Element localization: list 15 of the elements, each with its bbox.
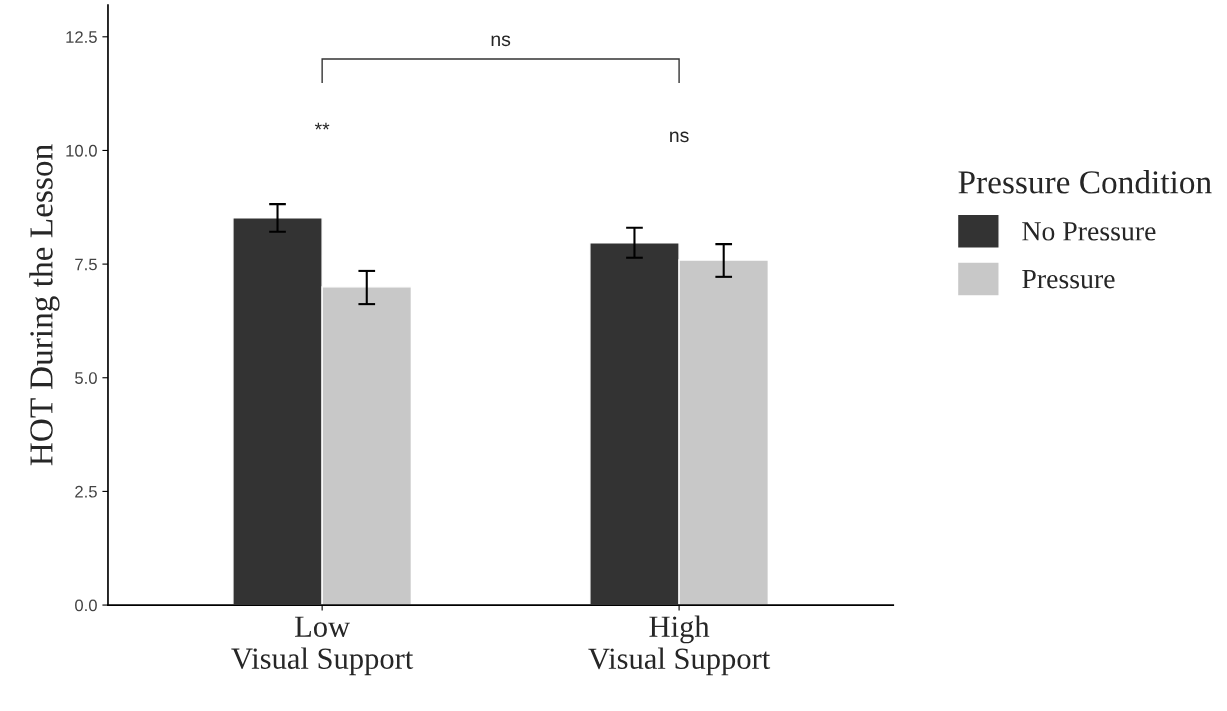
annotation: ns bbox=[491, 35, 511, 47]
legend-title: Pressure Condition bbox=[958, 170, 1212, 194]
x-tick-label: High Visual Support bbox=[588, 615, 771, 676]
annotation: ns bbox=[670, 131, 689, 143]
y-tick-label: 2.5 bbox=[75, 485, 97, 498]
legend-label: Pressure bbox=[1022, 269, 1115, 289]
legend-label: No Pressure bbox=[1022, 222, 1156, 241]
y-tick-label: 5.0 bbox=[75, 372, 97, 384]
annotation: ** bbox=[314, 122, 330, 130]
y-tick-label: 7.5 bbox=[75, 258, 97, 271]
y-tick-label: 0.0 bbox=[75, 599, 97, 612]
y-tick-label: 10.0 bbox=[66, 144, 97, 157]
y-tick-label: 12.5 bbox=[66, 31, 97, 43]
x-tick-label: Low Visual Support bbox=[231, 616, 414, 676]
y-axis-title: HOT During the Lesson bbox=[29, 144, 60, 466]
